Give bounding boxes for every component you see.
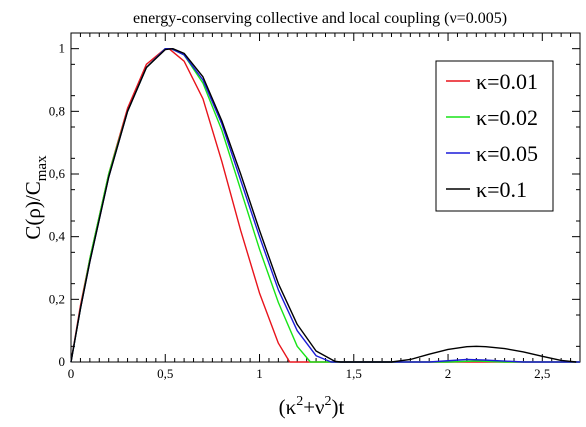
y-tick-label: 0 [59,354,66,369]
y-axis-label-part: max [34,155,50,181]
axis-labels: (κ2+ν2)tC(ρ)/Cmax [21,155,345,419]
y-tick-label: 0,8 [49,103,65,118]
legend-box [435,60,554,212]
x-tick-label: 2,5 [534,366,550,381]
x-axis-label-part: 2 [296,394,303,409]
legend-label: κ=0.02 [476,105,538,130]
x-axis-label-part: +ν [303,395,324,419]
x-tick-label: 1 [256,366,263,381]
x-axis-label-part: 2 [325,394,332,409]
x-axis-label: (κ2+ν2)t [279,394,345,419]
y-axis-label-part: C(ρ)/C [21,181,45,239]
x-tick-label: 2 [445,366,452,381]
legend-label: κ=0.1 [476,177,527,202]
y-tick-label: 0,2 [49,291,65,306]
series-lines [70,47,580,363]
legend-label: κ=0.05 [476,141,538,166]
x-axis-label-part: )t [332,395,345,419]
x-tick-label: 0 [68,366,75,381]
y-tick-label: 0,6 [49,166,66,181]
series-line-4 [70,47,577,363]
y-tick-label: 1 [59,41,66,56]
legend-label: κ=0.01 [476,69,538,94]
y-axis-label: C(ρ)/Cmax [21,155,50,240]
chart-title: energy-conserving collective and local c… [133,10,507,27]
y-tick-label: 0,4 [49,229,66,244]
x-axis-label-part: (κ [279,395,297,419]
x-tick-label: 1,5 [346,366,362,381]
x-tick-label: 0,5 [157,366,173,381]
legend: κ=0.01 κ=0.02 κ=0.05 κ=0.1 [435,60,554,212]
